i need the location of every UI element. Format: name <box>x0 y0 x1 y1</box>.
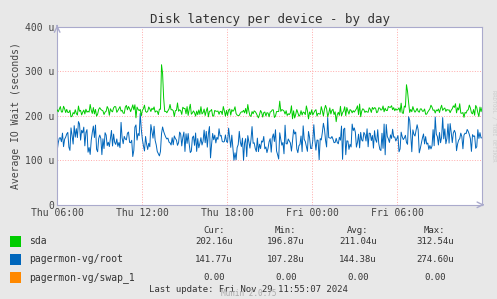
Text: pagermon-vg/root: pagermon-vg/root <box>29 254 123 264</box>
Text: 0.00: 0.00 <box>424 273 446 282</box>
Text: 312.54u: 312.54u <box>416 237 454 246</box>
Text: 196.87u: 196.87u <box>267 237 305 246</box>
Text: sda: sda <box>29 236 46 246</box>
Text: 0.00: 0.00 <box>347 273 369 282</box>
Text: 0.00: 0.00 <box>203 273 225 282</box>
Text: 0.00: 0.00 <box>275 273 297 282</box>
Text: Min:: Min: <box>275 226 297 235</box>
Title: Disk latency per device - by day: Disk latency per device - by day <box>150 13 390 26</box>
Text: 144.38u: 144.38u <box>339 255 377 264</box>
Y-axis label: Average IO Wait (seconds): Average IO Wait (seconds) <box>11 42 21 189</box>
Text: 107.28u: 107.28u <box>267 255 305 264</box>
Text: Avg:: Avg: <box>347 226 369 235</box>
Text: 141.77u: 141.77u <box>195 255 233 264</box>
Text: Munin 2.0.75: Munin 2.0.75 <box>221 289 276 298</box>
Text: Cur:: Cur: <box>203 226 225 235</box>
Text: RRDTOOL / TOBI OETIKER: RRDTOOL / TOBI OETIKER <box>491 90 496 161</box>
Text: Last update: Fri Nov 29 11:55:07 2024: Last update: Fri Nov 29 11:55:07 2024 <box>149 285 348 294</box>
Text: 202.16u: 202.16u <box>195 237 233 246</box>
Text: 211.04u: 211.04u <box>339 237 377 246</box>
Text: 274.60u: 274.60u <box>416 255 454 264</box>
Text: Max:: Max: <box>424 226 446 235</box>
Text: pagermon-vg/swap_1: pagermon-vg/swap_1 <box>29 272 135 283</box>
